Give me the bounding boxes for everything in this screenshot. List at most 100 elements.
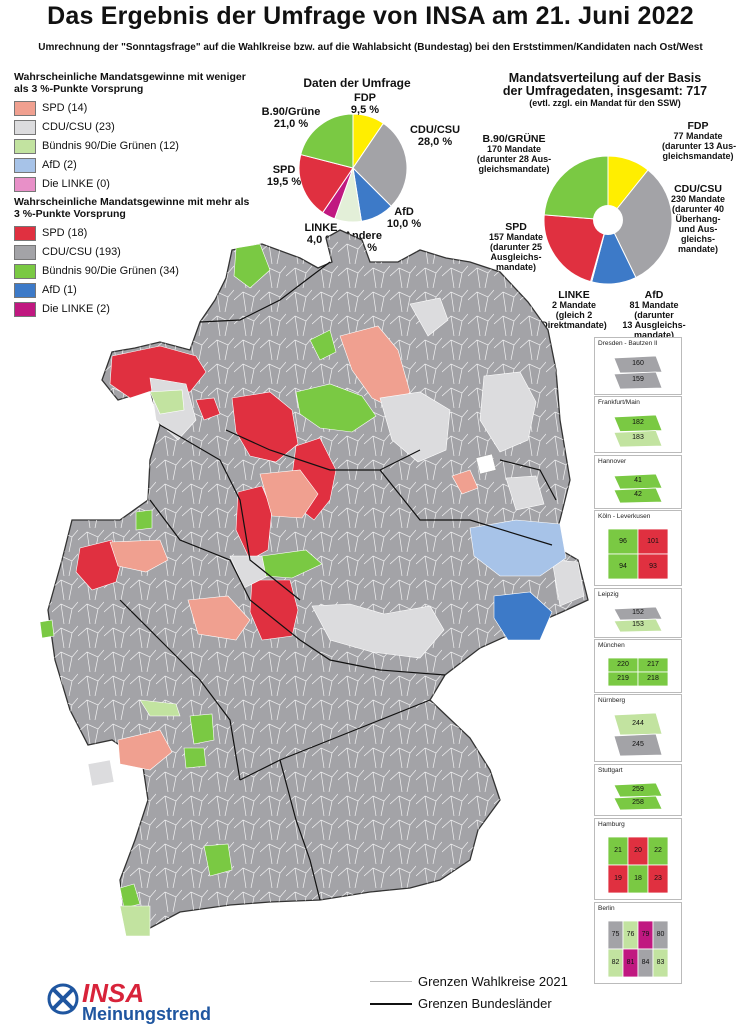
- legend-wide-title: Wahrscheinliche Mandatsgewinne mit mehr …: [14, 196, 250, 220]
- map-districts: [39, 243, 585, 937]
- inset-district-number: 80: [656, 931, 665, 938]
- map-legend-laender-label: Grenzen Bundesländer: [418, 996, 552, 1011]
- district-spd-light-magdeburg: [451, 469, 479, 495]
- legend-wide-label: Die LINKE (2): [42, 303, 110, 315]
- inset-district: [637, 671, 669, 687]
- seats-label-b-90-gr-ne: B.90/GRÜNE 170 Mandate (darunter 28 Aus-gl…: [472, 134, 556, 174]
- legend-narrow-swatch: [14, 157, 36, 173]
- inset-frankfurt-main: Frankfurt/Main 182 183: [594, 396, 682, 453]
- seats-label-detail: Überhang-: [675, 214, 721, 224]
- seats-title-line2: der Umfragedaten, insgesamt: 717: [502, 84, 708, 98]
- legend-wide-label: Bündnis 90/Die Grünen (34): [42, 265, 179, 277]
- inset-shape: [613, 414, 663, 448]
- inset-district-number: 259: [632, 785, 644, 793]
- legend-narrow-label: Bündnis 90/Die Grünen (12): [42, 140, 179, 152]
- seats-label-cdu-csu: CDU/CSU 230 Mandate (darunter 40 Überhang-u…: [662, 184, 734, 254]
- inset-district-number: 219: [617, 675, 629, 682]
- legend-narrow-title: Wahrscheinliche Mandatsgewinne mit wenig…: [14, 71, 246, 95]
- district-spd-westfalen: [235, 485, 273, 561]
- district-spd-light-westfalen: [109, 539, 169, 573]
- seats-label-detail: und Aus-: [678, 224, 718, 234]
- inset-dresden-bautzen-ii: Dresden - Bautzen II 160 159: [594, 337, 682, 395]
- legend-narrow-swatch: [14, 138, 36, 154]
- poll-label-name: B.90/Grüne: [261, 106, 321, 118]
- seats-label-detail: mandate): [633, 330, 674, 340]
- inset-name: Stuttgart: [598, 767, 623, 774]
- inset-shape: [613, 355, 663, 390]
- seats-label-detail: 157 Mandate: [488, 232, 544, 242]
- inset-district-number: 182: [632, 418, 644, 426]
- legend-narrow-item: CDU/CSU (23): [14, 118, 254, 136]
- inset-district-number: 94: [619, 562, 627, 570]
- inset-k-ln-leverkusen: Köln - Leverkusen 96 101 94 93: [594, 510, 682, 586]
- inset-district: [637, 528, 669, 555]
- poll-label-name: AfD: [394, 206, 414, 218]
- inset-district: [613, 606, 663, 621]
- legend-narrow-item: SPD (14): [14, 99, 254, 117]
- poll-label-b-90-gr-ne: B.90/Grüne 21,0 %: [256, 106, 326, 130]
- inset-district-number: 20: [634, 847, 642, 854]
- seats-label-name: B.90/GRÜNE: [482, 133, 546, 145]
- district-gruene-aachen: [39, 619, 55, 639]
- legend-wide-swatch: [14, 263, 36, 279]
- legend-narrow-label: CDU/CSU (23): [42, 121, 115, 133]
- seats-label-detail: Direktmandate): [541, 320, 607, 330]
- inset-name: Berlin: [598, 905, 615, 912]
- inset-stuttgart: Stuttgart 259 258: [594, 764, 682, 816]
- inset-n-rnberg: Nürnberg 244 245: [594, 694, 682, 762]
- inset-name: Hamburg: [598, 821, 625, 828]
- poll-label-name: FDP: [354, 92, 376, 104]
- seats-label-afd: AfD 81 Mandate (darunter 13 Ausgleichs-mand…: [616, 290, 692, 340]
- inset-district-number: 21: [614, 847, 622, 854]
- seats-slice-b-90-gr-ne: [543, 155, 609, 221]
- poll-label-value: 21,0 %: [273, 118, 309, 130]
- seats-label-detail: (darunter: [634, 310, 674, 320]
- district-gruene-light-sued: [119, 905, 151, 937]
- legend-narrow-swatch: [14, 176, 36, 192]
- poll-label-name: SPD: [272, 164, 296, 176]
- seats-label-linke: LINKE 2 Mandate (gleich 2 Direktmandate): [536, 290, 612, 330]
- legend: Wahrscheinliche Mandatsgewinne mit wenig…: [14, 71, 254, 319]
- inset-district-number: 96: [619, 537, 627, 545]
- map-legend-wahlkreise: Grenzen Wahlkreise 2021: [370, 974, 568, 989]
- inset-name: Leipzig: [598, 591, 619, 598]
- inset-district: [613, 733, 663, 757]
- seats-pie-title: Mandatsverteilung auf der Basis der Umfr…: [470, 72, 740, 109]
- seats-label-detail: (darunter 25: [489, 242, 542, 252]
- district-cdu-light-thueringen: [311, 603, 445, 659]
- seats-label-spd: SPD 157 Mandate (darunter 25 Ausgleichs-man…: [478, 222, 554, 272]
- laender-line-icon: [370, 1002, 412, 1005]
- district-gruene-karlsruhe: [183, 747, 207, 769]
- inset-hannover: Hannover 41 42: [594, 455, 682, 509]
- seats-title-line3: (evtl. zzgl. ein Mandat für den SSW): [529, 98, 681, 108]
- poll-slice-cdu-csu: [352, 122, 408, 207]
- inset-district-number: 217: [647, 661, 659, 668]
- legend-wide-item: AfD (1): [14, 281, 254, 299]
- inset-district-number: 101: [647, 537, 659, 545]
- inset-district-number: 79: [641, 931, 650, 938]
- inset-shape: [607, 920, 669, 978]
- district-gruene-flensburg: [233, 243, 271, 289]
- inset-district-number: 153: [632, 621, 644, 628]
- poll-slice-b-90-gr-ne: [300, 113, 354, 169]
- insa-logo-sub: Meinungstrend: [82, 1004, 211, 1024]
- inset-district: [647, 864, 669, 894]
- seats-label-detail: gleichsmandate): [478, 164, 550, 174]
- seats-label-detail: mandate): [677, 244, 718, 254]
- poll-label-value: 10,0 %: [386, 218, 422, 230]
- inset-district-number: 220: [617, 661, 629, 668]
- inset-district-number: 42: [634, 491, 642, 498]
- inset-shape: [607, 528, 669, 580]
- poll-pie-title: Daten der Umfrage: [303, 76, 411, 90]
- legend-wide-swatch: [14, 244, 36, 260]
- inset-district-number: 218: [647, 675, 659, 682]
- legend-narrow-label: Die LINKE (0): [42, 178, 110, 190]
- inset-shape: [607, 657, 669, 687]
- legend-narrow-list: SPD (14) CDU/CSU (23) Bündnis 90/Die Grüne…: [14, 99, 254, 193]
- inset-district-number: 160: [632, 360, 644, 367]
- district-afd-light-sachsen: [469, 519, 567, 577]
- district-gruene-loerrach: [119, 883, 141, 909]
- district-gruene-muenster: [135, 509, 153, 531]
- legend-narrow-item: AfD (2): [14, 156, 254, 174]
